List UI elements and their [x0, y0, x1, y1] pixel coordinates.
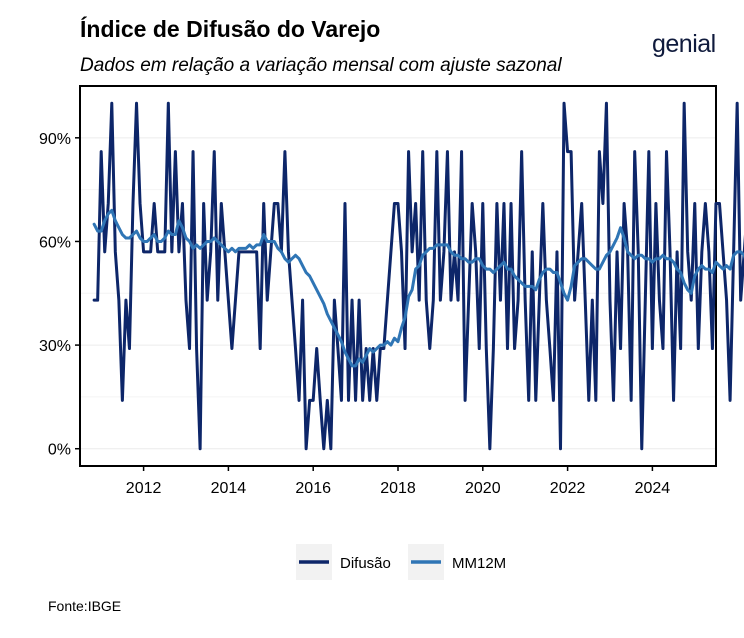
series-line-difusao [92, 101, 744, 451]
line-chart: 0%30%60%90%2012 2014 2016 2018 2020 2022 2024 … [39, 85, 744, 580]
legend-label: MM12M [452, 555, 506, 572]
series-layer [92, 101, 744, 451]
plot-frame [79, 85, 717, 467]
x-tick-label: 2012 [126, 480, 162, 497]
x-tick-label: 2018 [380, 480, 416, 497]
brand-logo-text: genial [652, 30, 716, 58]
y-tick-label: 60% [39, 234, 71, 251]
chart-title: Índice de Difusão do Varejo [80, 16, 381, 42]
legend-label: Difusão [340, 555, 391, 572]
x-tick-label: 2014 [211, 480, 247, 497]
y-tick-label: 90% [39, 131, 71, 148]
axis-layer: 0% 30% 60% 90% 2012 2014 2016 2018 2020 2022 2024 [39, 131, 670, 497]
y-tick-label: 30% [39, 338, 71, 355]
x-tick-label: 2022 [550, 480, 586, 497]
legend: Difusão MM12M [296, 544, 506, 580]
x-tick-label: 2020 [465, 480, 501, 497]
chart-subtitle: Dados em relação a variação mensal com a… [80, 55, 562, 76]
source-caption: Fonte:IBGE [48, 598, 122, 614]
series-line-mm12m [92, 208, 744, 368]
y-tick-label: 0% [48, 442, 71, 459]
brand-logo: genial [652, 30, 716, 59]
x-tick-label: 2016 [295, 480, 331, 497]
x-tick-label: 2024 [635, 480, 671, 497]
